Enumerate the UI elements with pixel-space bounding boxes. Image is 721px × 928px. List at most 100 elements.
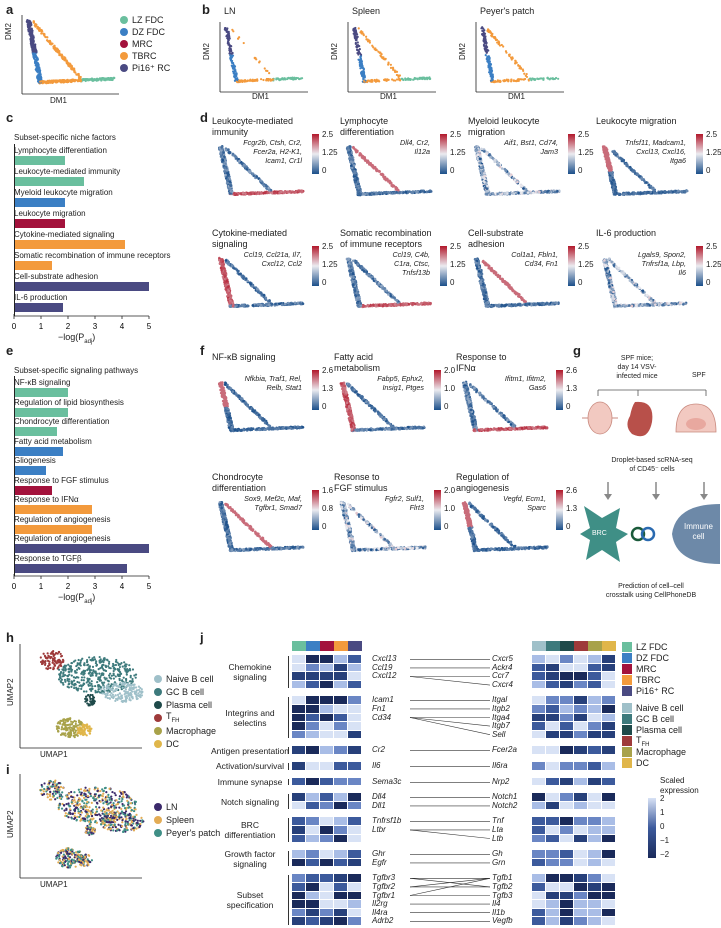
heat-cell-immune	[532, 664, 545, 672]
heat-cell-immune	[560, 722, 573, 730]
heat-cell-stromal	[334, 696, 347, 704]
heat-cell-immune	[532, 802, 545, 810]
heat-cell-stromal	[334, 731, 347, 739]
heat-cell-immune	[602, 850, 615, 858]
group-label: BRC differentiation	[210, 820, 290, 840]
heat-cell-stromal	[320, 731, 333, 739]
legend-dot	[120, 52, 128, 60]
scale-tick: −1	[660, 836, 669, 845]
bar	[14, 240, 125, 249]
bar	[14, 505, 92, 514]
heat-cell-stromal	[292, 705, 305, 713]
diffusion-map-b	[212, 18, 312, 98]
heat-cell-stromal	[292, 874, 305, 882]
g-spf: SPF	[692, 372, 706, 379]
bar-y-axis	[14, 144, 15, 316]
axis-umap2-i: UMAP2	[6, 810, 15, 838]
tick-label: 5	[147, 322, 152, 331]
header-swatch	[560, 641, 574, 651]
bar-y-axis	[14, 376, 15, 576]
heat-cell-immune	[532, 672, 545, 680]
colorbar-tick: 0	[450, 278, 454, 287]
heat-cell-immune	[602, 746, 615, 754]
bar	[14, 261, 52, 270]
legend-swatch	[622, 758, 632, 768]
legend-item: TFH	[154, 711, 216, 724]
heat-cell-immune	[546, 681, 559, 689]
gene-list: Dll4, Cr2, Il12a	[366, 138, 430, 156]
legend-label: GC B cell	[166, 687, 204, 697]
umap-i	[16, 770, 146, 882]
interaction-lines	[408, 655, 498, 691]
colorbar-tick: 0	[322, 278, 326, 287]
heat-cell-immune	[532, 696, 545, 704]
ligand-gene: Ltbr	[372, 825, 410, 834]
heat-cell-immune	[602, 817, 615, 825]
heat-cell-stromal	[348, 655, 361, 663]
heat-cell-stromal	[334, 900, 347, 908]
colorbar-tick: 1.25	[578, 148, 594, 157]
heat-cell-immune	[574, 900, 587, 908]
heat-cell-stromal	[292, 696, 305, 704]
heat-cell-immune	[588, 672, 601, 680]
feature-plot-title: Chondrocyte differentiation	[212, 472, 266, 494]
group-bracket	[288, 818, 289, 842]
heat-cell-immune	[532, 850, 545, 858]
scale-tick: 1	[660, 808, 664, 817]
feature-plot-title: Lymphocyte differentiation	[340, 116, 394, 138]
heat-cell-stromal	[348, 900, 361, 908]
heat-cell-immune	[588, 722, 601, 730]
colorbar-tick: 0	[444, 522, 448, 531]
heat-cell-immune	[546, 696, 559, 704]
colorbar-tick: 2.6	[566, 366, 577, 375]
heat-cell-immune	[546, 917, 559, 925]
group-bracket	[288, 697, 289, 738]
tick-label: 5	[147, 582, 152, 591]
heat-cell-stromal	[292, 722, 305, 730]
legend-label: Macrophage	[166, 726, 216, 736]
colorbar-tick: 0	[322, 166, 326, 175]
heat-cell-immune	[588, 909, 601, 917]
heat-cell-immune	[532, 817, 545, 825]
heat-cell-immune	[574, 850, 587, 858]
heat-cell-stromal	[348, 672, 361, 680]
legend-label: Naive B cell	[636, 703, 684, 713]
gene-list: Col1a1, Fbln1, Cd34, Fn1	[494, 250, 558, 268]
heat-cell-immune	[560, 826, 573, 834]
legend-label: Naive B cell	[166, 674, 214, 684]
heat-cell-stromal	[306, 681, 319, 689]
heat-cell-immune	[574, 917, 587, 925]
heat-cell-immune	[588, 817, 601, 825]
heat-cell-stromal	[292, 664, 305, 672]
heat-cell-stromal	[348, 859, 361, 867]
panel-label-f: f	[200, 343, 204, 358]
bar-label: Regulation of lipid biosynthesis	[14, 398, 124, 407]
colorbar-tick: 0	[322, 402, 326, 411]
legend-dot	[154, 740, 162, 748]
legend-swatch	[622, 703, 632, 713]
legend-dot	[120, 40, 128, 48]
heat-cell-stromal	[292, 714, 305, 722]
heat-cell-immune	[546, 883, 559, 891]
legend-label: Pi16⁺ RC	[132, 63, 170, 74]
heat-cell-stromal	[348, 664, 361, 672]
colorbar	[440, 246, 450, 286]
heat-cell-stromal	[348, 681, 361, 689]
interaction-lines	[408, 778, 498, 789]
legend-label: Pi16⁺ RC	[636, 686, 674, 697]
heat-cell-immune	[574, 859, 587, 867]
legend-dot	[120, 16, 128, 24]
diffusion-map-b	[340, 18, 440, 98]
colorbar	[312, 490, 322, 530]
receptor-gene: Cxcr4	[492, 680, 532, 689]
colorbar-tick: 0.8	[322, 504, 333, 513]
legend-swatch	[622, 736, 632, 746]
heat-cell-immune	[560, 672, 573, 680]
colorbar	[434, 370, 444, 410]
heat-cell-immune	[574, 778, 587, 786]
legend-item: Macrophage	[154, 724, 216, 737]
heat-cell-immune	[546, 714, 559, 722]
colorbar-tick: 2.5	[322, 242, 333, 251]
heat-cell-immune	[546, 705, 559, 713]
